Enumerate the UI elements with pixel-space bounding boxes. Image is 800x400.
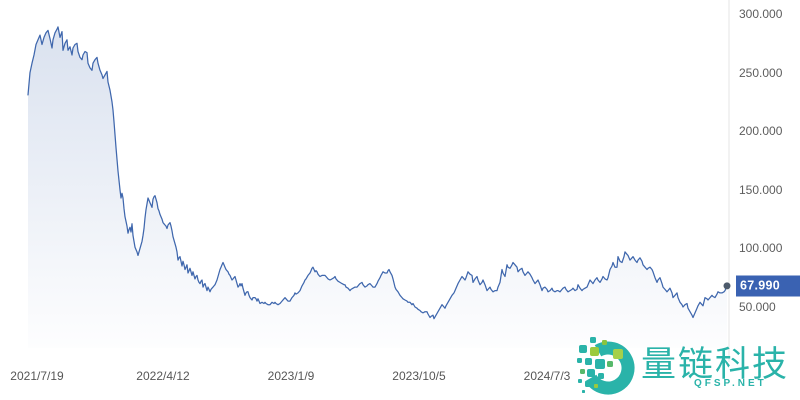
price-area (28, 26, 727, 349)
x-axis-tick-label: 2023/10/5 (392, 369, 446, 383)
x-axis-tick-label: 2023/1/9 (267, 369, 315, 383)
y-axis-tick-label: 200.000 (739, 124, 783, 139)
y-axis-tick-label: 50.000 (739, 300, 776, 314)
last-price-badge: 67.990 (736, 275, 800, 297)
price-line (27, 26, 728, 320)
last-price-dot (723, 282, 731, 290)
x-axis-tick-label: 2024/7/3 (523, 369, 571, 383)
y-axis-tick-label: 100.000 (739, 241, 783, 256)
y-axis-tick-label: 250.000 (739, 65, 783, 80)
y-axis-tick-label: 150.000 (739, 182, 783, 197)
x-axis-tick-label: 2021/7/19 (10, 369, 64, 383)
y-axis-tick-label: 300.000 (739, 7, 783, 21)
x-axis-tick-label: 2022/4/12 (136, 369, 190, 383)
